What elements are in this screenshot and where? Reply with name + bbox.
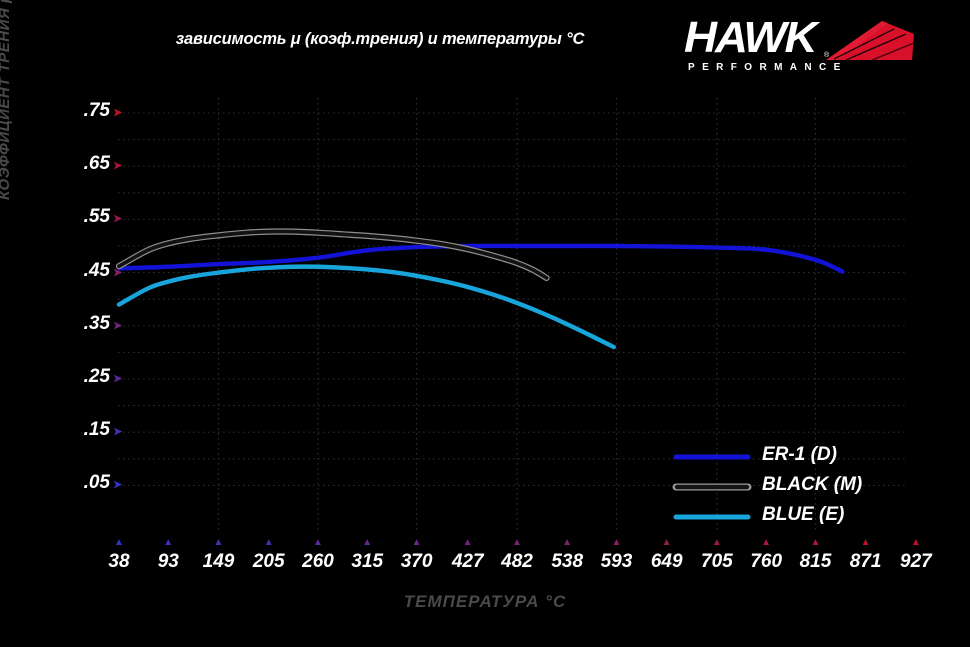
y-tick-label: .75	[83, 100, 110, 121]
x-tick-marker-icon: ▲	[263, 537, 274, 548]
legend-label-black: BLACK (M)	[762, 474, 863, 495]
x-tick-label: 871	[849, 551, 882, 572]
plot-area	[115, 98, 908, 533]
x-tick-marker-icon: ▲	[163, 537, 174, 548]
x-tick-label: 927	[900, 551, 932, 572]
x-tick-label: 482	[501, 551, 533, 572]
legend-item-blue[interactable]: BLUE (E)	[672, 504, 902, 530]
legend-item-black[interactable]: BLACK (M)	[672, 474, 902, 500]
x-tick-label: 705	[701, 551, 733, 572]
x-tick-label: 370	[400, 551, 433, 572]
y-tick-label: .25	[83, 366, 110, 387]
y-tick-label: .15	[83, 419, 110, 441]
chart-legend: ER-1 (D) BLACK (M) BLUE (E)	[672, 444, 902, 525]
x-tick-marker-icon: ▲	[810, 537, 821, 548]
x-tick-marker-icon: ▲	[711, 537, 722, 548]
x-tick-marker-icon: ▲	[511, 537, 522, 548]
x-tick-label: 315	[351, 551, 384, 572]
logo-tagline: PERFORMANCE	[688, 62, 848, 73]
x-tick-marker-icon: ▲	[860, 537, 871, 548]
page-title: зависимость μ (коэф.трения) и температур…	[175, 30, 585, 48]
x-tick-label: 427	[451, 551, 484, 572]
y-tick-label: .45	[83, 259, 110, 281]
legend-swatch-er1	[673, 454, 751, 460]
legend-label-blue: BLUE (E)	[762, 504, 845, 525]
x-tick-marker-icon: ▲	[562, 537, 573, 548]
x-tick-label: 538	[551, 551, 584, 572]
y-tick-label: .35	[83, 312, 110, 334]
y-tick-marker-icon: ➤	[113, 107, 123, 119]
x-tick-label: 93	[157, 551, 179, 572]
x-tick-marker-icon: ▲	[411, 537, 422, 548]
x-tick-label: 149	[202, 551, 235, 572]
y-tick-marker-icon: ➤	[113, 373, 123, 385]
y-tick-marker-icon: ➤	[113, 479, 123, 492]
x-tick-label: 593	[600, 551, 633, 572]
x-axis-title: ТЕМПЕРАТУРА °С	[403, 592, 567, 611]
x-tick-label: 760	[750, 551, 783, 572]
plot-curves	[115, 98, 908, 533]
x-tick-label: 205	[252, 551, 285, 572]
x-tick-marker-icon: ▲	[661, 537, 672, 548]
x-tick-label: 38	[108, 551, 130, 572]
hawk-wing-icon	[826, 21, 915, 61]
y-tick-marker-icon: ➤	[113, 160, 123, 173]
logo-registered-mark: ®	[824, 52, 830, 59]
curve-blue-e	[116, 264, 616, 350]
plot-grid	[118, 98, 906, 531]
y-tick-marker-icon: ➤	[113, 266, 123, 279]
y-tick-label: .55	[83, 206, 110, 228]
x-tick-marker-icon: ▲	[462, 537, 473, 548]
x-tick-marker-icon: ▲	[114, 537, 124, 548]
legend-swatch-black	[672, 483, 752, 491]
x-tick-marker-icon: ▲	[611, 537, 622, 548]
legend-label-er1: ER-1 (D)	[762, 444, 837, 465]
y-axis-title: КОЭФФИЦИЕНТ ТРЕНИЯ μ	[0, 0, 13, 200]
x-tick-marker-icon: ▲	[362, 537, 373, 548]
legend-item-er1[interactable]: ER-1 (D)	[672, 444, 902, 470]
y-tick-label: .65	[83, 153, 110, 175]
x-tick-marker-icon: ▲	[312, 537, 323, 548]
curve-er-1-d	[116, 243, 845, 274]
hawk-performance-logo: HAWK ® PERFORMANCE	[684, 13, 915, 78]
y-tick-marker-icon: ➤	[113, 213, 123, 226]
x-tick-marker-icon: ▲	[213, 537, 224, 548]
x-tick-marker-icon: ▲	[761, 537, 772, 548]
y-tick-marker-icon: ➤	[113, 426, 123, 439]
x-tick-marker-icon: ▲	[910, 537, 921, 548]
x-tick-label: 649	[650, 551, 683, 572]
legend-swatch-blue	[673, 514, 751, 520]
logo-wordmark: HAWK	[684, 13, 818, 62]
curve-black	[117, 229, 549, 280]
y-tick-marker-icon: ➤	[113, 319, 123, 332]
x-tick-label: 260	[302, 551, 334, 572]
y-tick-label: .05	[83, 472, 110, 494]
x-tick-label: 815	[799, 551, 832, 572]
